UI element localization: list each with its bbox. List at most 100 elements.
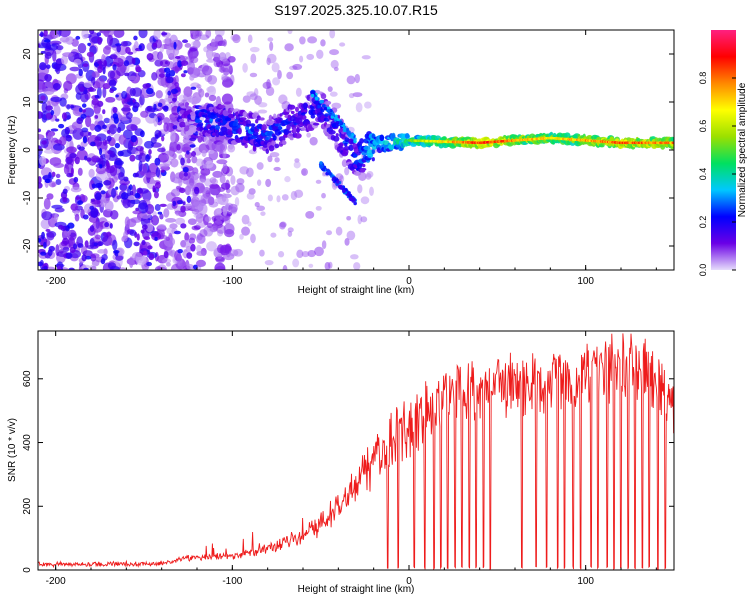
- spectrogram-cell: [69, 152, 77, 159]
- spectrogram-cell: [277, 69, 282, 80]
- spectrogram-cell: [102, 208, 113, 218]
- spectrogram-cell: [179, 262, 187, 270]
- spectrogram-cell: [367, 152, 374, 158]
- spectrogram-cell: [221, 73, 227, 81]
- spectrogram-cell: [287, 230, 293, 237]
- spectrogram-cell: [221, 93, 233, 105]
- spectrogram-cell: [186, 195, 192, 204]
- spectrogram-cell: [107, 150, 113, 155]
- spectrogram-cell: [303, 109, 308, 113]
- spectrogram-cell: [201, 65, 213, 76]
- spectrogram-cell: [371, 133, 375, 139]
- spectrogram-cell: [185, 133, 190, 141]
- spectrogram-cell: [205, 30, 212, 39]
- spectrogram-cell: [53, 104, 61, 117]
- figure-title: S197.2025.325.10.07.R15: [274, 2, 438, 18]
- spectrogram-cell: [250, 53, 257, 64]
- spectrogram-cell: [129, 190, 134, 196]
- spectrogram-cell: [155, 167, 161, 178]
- spectrogram-cell: [165, 217, 177, 223]
- spectrogram-cell: [89, 205, 95, 210]
- spectrogram-cell: [222, 149, 227, 159]
- spectrogram-cell: [229, 249, 239, 257]
- spectrogram-cell: [143, 236, 151, 241]
- spectrogram-cell: [224, 218, 231, 225]
- colorbar-tick-label: 0.2: [698, 216, 708, 229]
- spectrogram-cell: [236, 178, 245, 185]
- spectrogram-cell: [331, 102, 342, 109]
- spectrogram-cell: [218, 67, 226, 73]
- spectrogram-cell: [88, 131, 92, 136]
- spectrogram-cell: [93, 242, 99, 247]
- spectrogram-cell: [324, 261, 331, 270]
- spectrogram-cell: [200, 193, 213, 205]
- spectrogram-cell: [97, 249, 107, 254]
- spectrogram-cell: [273, 113, 277, 119]
- spectrogram-cell: [61, 112, 68, 120]
- spectrogram-cell: [105, 96, 116, 103]
- spectrogram-cell: [158, 51, 164, 61]
- spectrogram-cell: [88, 215, 99, 223]
- spectrogram-cell: [207, 74, 218, 85]
- spectrogram-cell: [41, 231, 45, 240]
- spectrogram-cell: [319, 161, 323, 165]
- spectrogram-cell: [191, 208, 200, 215]
- spectrogram-cell: [109, 164, 118, 177]
- spectrogram-cell: [186, 264, 195, 270]
- spectrogram-cell: [163, 250, 169, 259]
- spectrogram-cell: [256, 179, 262, 186]
- spectrogram-cell: [326, 169, 331, 173]
- spectrogram-cell: [54, 263, 65, 268]
- spectrogram-cell: [321, 192, 326, 199]
- spectrogram-cell: [326, 230, 333, 236]
- spectrogram-cell: [352, 92, 363, 98]
- spectrogram-cell: [134, 192, 141, 199]
- spectrogram-cell: [50, 96, 63, 103]
- spectrogram-cell: [91, 221, 103, 233]
- spectrogram-cell: [174, 64, 179, 74]
- spectrogram-cell: [284, 43, 294, 52]
- spectrogram-cell: [279, 113, 283, 117]
- spectrogram-cell: [173, 41, 177, 50]
- spectrogram-cell: [391, 132, 396, 139]
- spectrogram-cell: [130, 134, 138, 143]
- spectrogram-cell: [94, 234, 101, 240]
- spectrogram-cell: [362, 163, 366, 168]
- spectrogram-cell: [86, 51, 95, 58]
- spectrogram-cell: [314, 246, 324, 257]
- spectrogram-cell: [115, 94, 119, 98]
- spectrogram-cell: [160, 169, 165, 173]
- spectrogram-cell: [157, 211, 163, 215]
- spectrogram-cell: [61, 55, 68, 65]
- spectrogram-cell: [154, 204, 161, 211]
- spectrogram-cell: [302, 102, 308, 109]
- spectrogram-cell: [274, 123, 282, 127]
- spectrogram-cell: [63, 164, 70, 175]
- spectrogram-cell: [82, 109, 87, 113]
- spectrogram-cell: [219, 175, 226, 184]
- spectrogram-cell: [159, 213, 164, 220]
- spectrogram-cell: [328, 129, 336, 135]
- spectrogram-cell: [121, 90, 128, 99]
- spectrogram-cell: [157, 102, 163, 108]
- spectrogram-cell: [79, 86, 85, 92]
- spectrogram-cell: [187, 182, 195, 192]
- spectrogram-cell: [70, 104, 75, 109]
- spectrogram-cell: [176, 200, 184, 205]
- spectrogram-cell: [287, 104, 296, 110]
- spectrogram-cell: [126, 124, 138, 132]
- spectrogram-cell: [315, 205, 322, 211]
- spectrogram-cell: [77, 243, 84, 248]
- spectrogram-cell: [184, 43, 192, 48]
- spectrogram-cell: [109, 79, 117, 87]
- spectrogram-cell: [241, 214, 250, 225]
- spectrogram-cell: [47, 131, 54, 142]
- spectrogram-cell: [353, 171, 362, 176]
- spectrogram-cell: [54, 207, 65, 213]
- spectrogram-cell: [153, 191, 159, 199]
- spectrogram-cell: [191, 40, 201, 47]
- spectrogram-cell: [203, 46, 210, 53]
- spectrogram-cell: [63, 229, 72, 237]
- spectrogram-cell: [170, 130, 176, 143]
- spectrogram-cell: [307, 126, 315, 132]
